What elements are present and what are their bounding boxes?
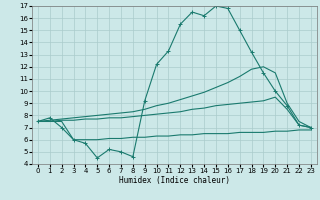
X-axis label: Humidex (Indice chaleur): Humidex (Indice chaleur): [119, 176, 230, 185]
